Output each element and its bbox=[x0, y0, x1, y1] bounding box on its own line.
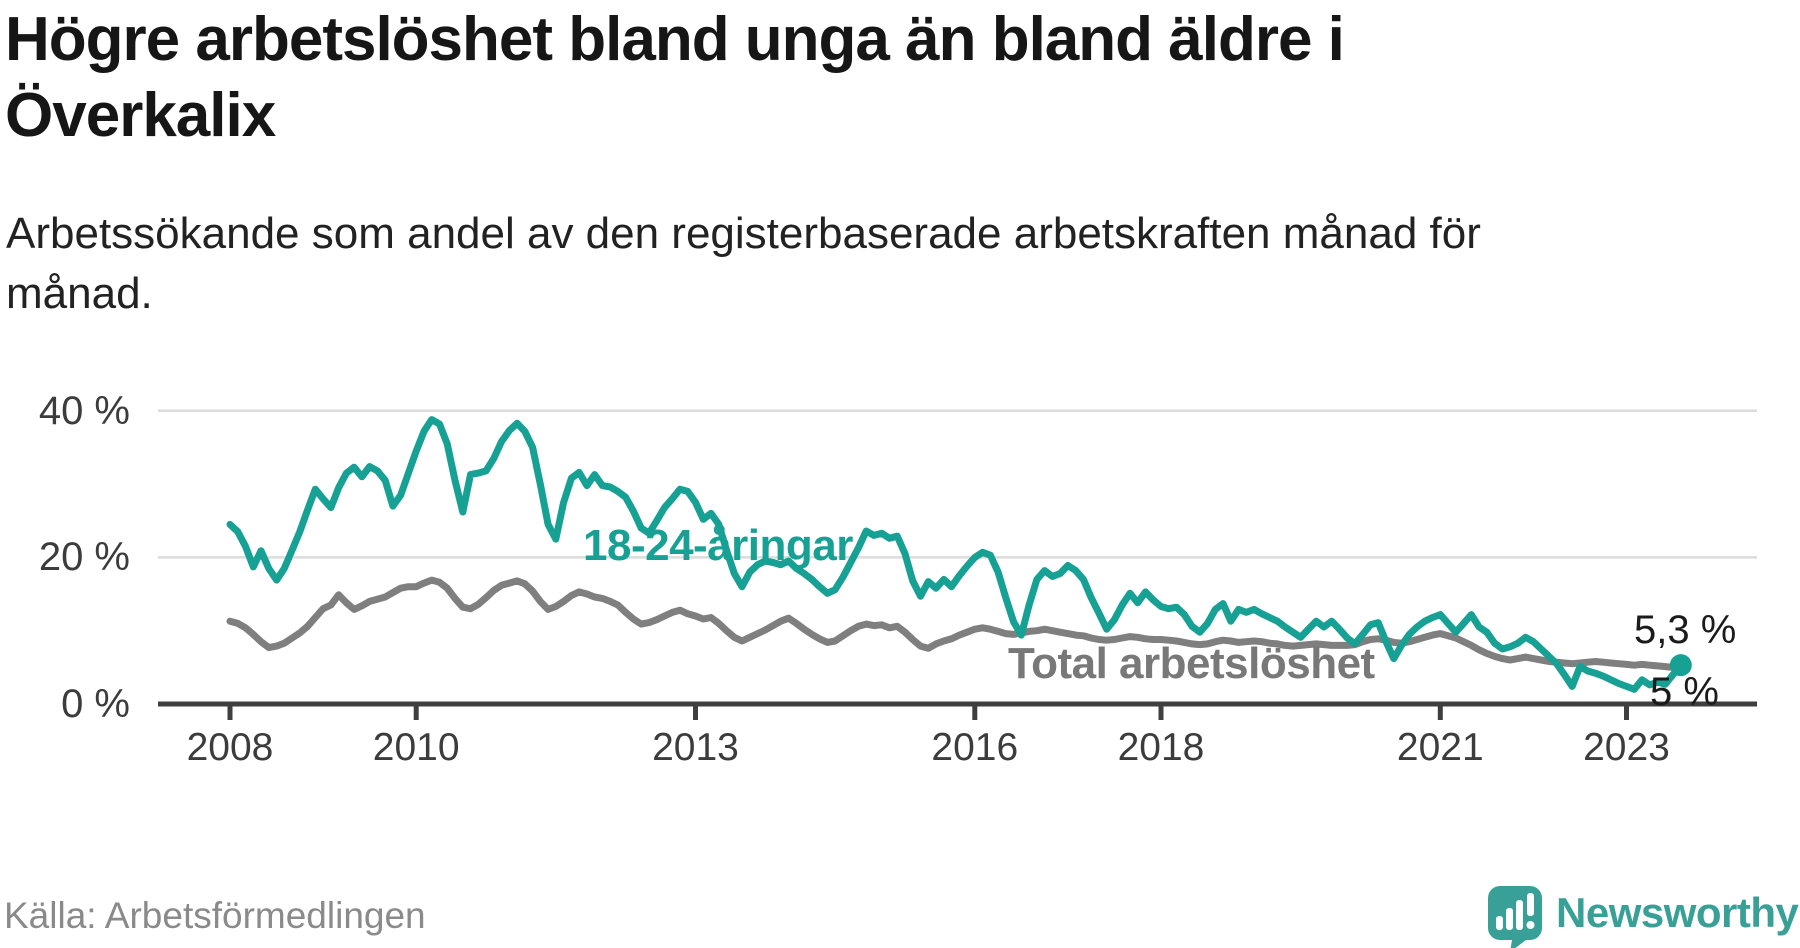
y-tick-label: 40 % bbox=[38, 388, 130, 433]
logo-exclamation-dot bbox=[1526, 921, 1535, 929]
series-line-total bbox=[226, 576, 1685, 671]
logo-exclamation-bar bbox=[1527, 893, 1534, 916]
source-note: Källa: Arbetsförmedlingen bbox=[4, 895, 426, 936]
page-title-line2: Överkalix bbox=[5, 81, 276, 150]
series-end-dot bbox=[1669, 654, 1692, 677]
x-tick-label: 2018 bbox=[1117, 726, 1205, 769]
x-tick-label: 2010 bbox=[372, 726, 460, 769]
x-tick-label: 2021 bbox=[1396, 726, 1484, 769]
chart-subtitle: Arbetssökande som andel av den registerb… bbox=[6, 204, 1706, 324]
brand-name: Newsworthy bbox=[1556, 889, 1799, 936]
y-tick-label: 20 % bbox=[38, 535, 130, 580]
x-tick-label: 2013 bbox=[652, 726, 739, 769]
logo-bar-1 bbox=[1496, 916, 1503, 930]
page-title: Högre arbetslöshet bland unga än bland ä… bbox=[5, 2, 1705, 154]
x-tick-label: 2008 bbox=[186, 726, 274, 769]
chart-subtitle-line2: månad. bbox=[6, 269, 153, 318]
x-tick-label: 2016 bbox=[931, 726, 1019, 769]
logo-bar-2 bbox=[1506, 908, 1513, 930]
chart-subtitle-line1: Arbetssökande som andel av den registerb… bbox=[6, 209, 1481, 258]
end-value-label-youth: 5,3 % bbox=[1634, 608, 1737, 652]
series-label-youth: 18-24-åringar bbox=[583, 521, 853, 570]
end-value-label-total: 5 % bbox=[1650, 670, 1719, 714]
series-line-youth bbox=[226, 416, 1685, 693]
series-label-total: Total arbetslöshet bbox=[1008, 639, 1375, 688]
logo-bar-3 bbox=[1516, 900, 1523, 930]
y-tick-label: 0 % bbox=[61, 682, 130, 726]
page-title-line1: Högre arbetslöshet bland unga än bland ä… bbox=[5, 5, 1345, 74]
x-tick-label: 2023 bbox=[1583, 726, 1670, 769]
